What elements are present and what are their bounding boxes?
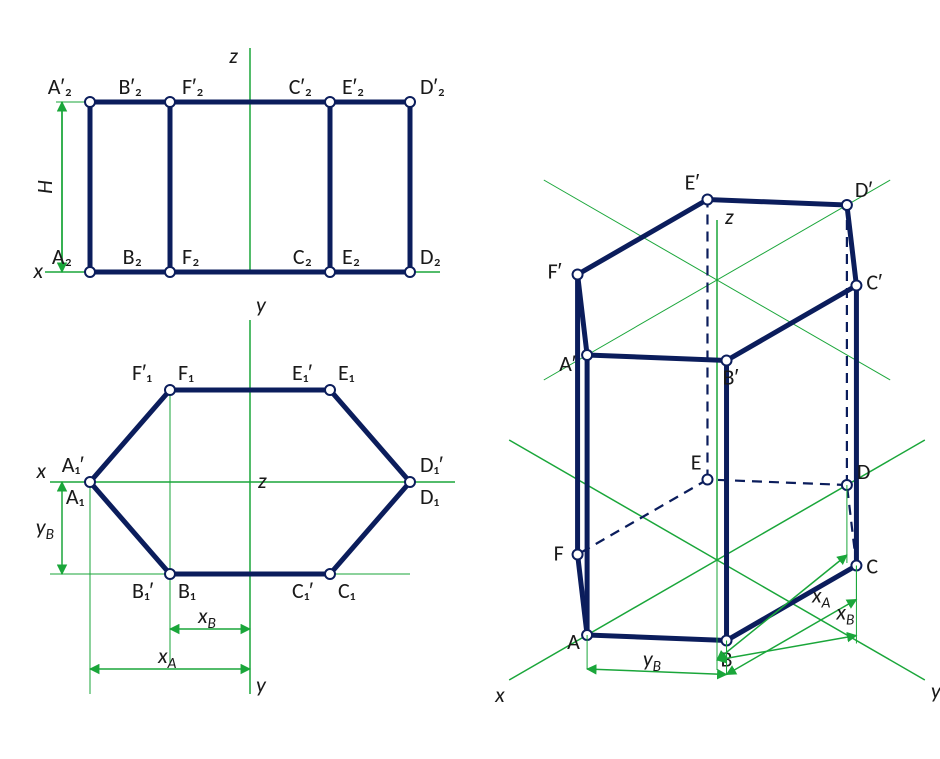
lbl-C: C₁ — [338, 577, 356, 604]
vertex — [842, 200, 852, 210]
lbl-Ap: A₁′ — [62, 451, 84, 478]
axis-y-label: y — [256, 291, 267, 318]
vertex — [405, 267, 415, 277]
lbl-E: E — [691, 449, 702, 476]
lbl-D: D — [857, 458, 871, 485]
vertex — [165, 569, 175, 579]
axis-z-label: z — [229, 42, 238, 69]
label: E′ — [685, 169, 700, 196]
elev-bot-label: E₂ — [342, 243, 360, 270]
lbl-B: B₁ — [178, 577, 196, 604]
elev-bot-label: F₂ — [182, 243, 200, 270]
iso-axis-z-label: z — [725, 203, 734, 230]
vertex — [573, 550, 583, 560]
elevation-view: z x y H A′₂ B′₂ F′₂ C′₂ E′₂ D′₂ A₂ B₂ F₂ C₂ E₂ D₂ — [31, 42, 445, 318]
vertex — [85, 267, 95, 277]
lbl-E: E₁ — [338, 359, 355, 386]
vertex — [702, 475, 712, 485]
lbl-Ep: E₁′ — [292, 359, 312, 386]
label: B′ — [723, 364, 739, 391]
elev-bot-label: A₂ — [52, 243, 72, 270]
vertex — [165, 267, 175, 277]
vertex — [325, 385, 335, 395]
dim-yB: yB — [36, 513, 54, 544]
axis-x-label: x — [35, 457, 46, 484]
lbl-Dp: D₁′ — [420, 451, 443, 478]
dim-xA: xA — [157, 642, 177, 673]
axis-x-label: x — [32, 257, 43, 284]
elev-top-label: A′₂ — [48, 73, 72, 100]
axis-z-label: z — [258, 467, 267, 494]
elev-bot-label: D₂ — [420, 243, 441, 270]
elev-bot-label: C₂ — [293, 243, 312, 270]
lbl-Fp: F′₁ — [132, 359, 152, 386]
lbl-D: D₁ — [420, 483, 440, 510]
elev-top-label: F′₂ — [182, 73, 204, 100]
lbl-C: C — [866, 553, 878, 580]
elev-top-label: E′₂ — [342, 73, 364, 100]
lbl-F: F₁ — [178, 359, 194, 386]
elev-top-label: C′₂ — [289, 73, 312, 100]
iso-axis-x-label: x — [494, 681, 505, 708]
vertex — [702, 195, 712, 205]
dim-H-label: H — [31, 180, 58, 194]
elev-top-label: D′₂ — [420, 73, 445, 100]
vertex — [85, 97, 95, 107]
vertex — [165, 385, 175, 395]
iso-dim-xA: xA — [811, 582, 831, 613]
iso-dim: yB — [643, 645, 661, 676]
elev-top-label: B′₂ — [119, 73, 142, 100]
label: F′ — [548, 258, 562, 285]
vertex — [85, 477, 95, 487]
label: C′ — [866, 269, 882, 296]
vertex — [165, 97, 175, 107]
vertex — [325, 97, 335, 107]
vertex — [405, 477, 415, 487]
lbl-A: A₁ — [66, 483, 85, 510]
lbl-A: A — [567, 628, 580, 655]
vertex — [325, 569, 335, 579]
plan-view: x y z F′₁ F₁ E₁′ E₁ A₁′ A₁ D₁′ D₁ B₁′ B₁ C₁′ C₁ yB xB xA — [35, 320, 455, 698]
axis-y-label: y — [256, 671, 267, 698]
label: D′ — [855, 176, 873, 203]
iso-axis-y-label: y — [931, 677, 940, 704]
label: A′ — [559, 350, 576, 377]
dim-xB: xB — [197, 602, 216, 633]
vertex — [325, 267, 335, 277]
vertex — [582, 350, 592, 360]
lbl-F: F — [554, 540, 564, 567]
vertex — [573, 270, 583, 280]
vertex — [851, 281, 861, 291]
lbl-Cp: C₁′ — [292, 577, 313, 604]
lbl-Bp: B₁′ — [132, 577, 154, 604]
vertex — [405, 97, 415, 107]
engineering-drawing: z x y H A′₂ B′₂ F′₂ C′₂ E′₂ D′₂ A₂ B₂ F₂ C₂ E₂ D₂ x y z F′… — [0, 0, 940, 759]
elev-bot-label: B₂ — [123, 243, 142, 270]
